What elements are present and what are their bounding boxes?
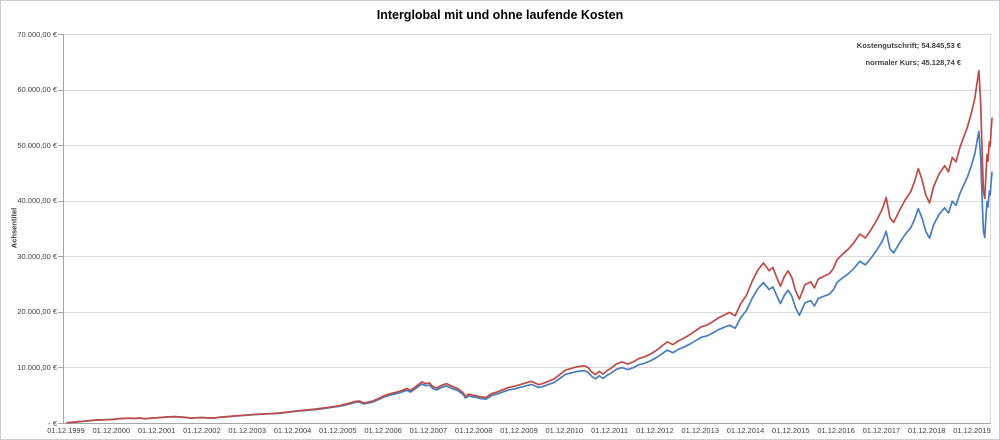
chart-title: Interglobal mit und ohne laufende Kosten: [376, 8, 624, 22]
x-tick-label: 01.12.2011: [591, 426, 629, 435]
series-line-normaler-kurs: [66, 130, 993, 424]
y-tick-label: 70.000,00 €: [17, 29, 57, 39]
plot-area: [63, 34, 993, 424]
y-tick-label: 20.000,00 €: [17, 307, 57, 317]
y-tick-label: 10.000,00 €: [17, 362, 57, 372]
x-tick-label: 01.12.1999: [47, 426, 85, 435]
y-tick-mark: [58, 367, 63, 368]
y-tick-mark: [58, 145, 63, 146]
x-tick-label: 01.12.2015: [772, 426, 810, 435]
x-tick-label: 01.12.2001: [137, 426, 176, 435]
x-tick-label: 01.12.2002: [183, 426, 221, 435]
x-tick-label: 01.12.2007: [409, 426, 448, 435]
x-tick-label: 01.12.2014: [726, 426, 765, 435]
data-label-normaler-kurs: normaler Kurs; 45.128,74 €: [865, 58, 961, 67]
x-tick-label: 01.12.2013: [681, 426, 719, 435]
x-tick-label: 01.12.2010: [545, 426, 584, 435]
y-tick-mark: [58, 201, 63, 202]
plot-svg: [64, 34, 993, 424]
data-label-kostengutschrift: Kostengutschrift; 54.845,53 €: [856, 41, 961, 50]
x-tick-label: 01.12.2008: [454, 426, 493, 435]
y-tick-mark: [58, 90, 63, 91]
series-line-kostengutschrift: [66, 69, 993, 424]
y-axis-title: Achsentitel: [9, 207, 19, 249]
x-tick-label: 01.12.2019: [953, 426, 991, 435]
x-tick-label: 01.12.2017: [862, 426, 901, 435]
y-tick-label: - €: [48, 418, 57, 428]
y-tick-mark: [58, 34, 63, 35]
x-tick-label: 01.12.2004: [273, 426, 312, 435]
y-tick-mark: [58, 423, 63, 424]
x-tick-label: 01.12.2006: [364, 426, 402, 435]
x-tick-label: 01.12.2012: [636, 426, 674, 435]
y-tick-label: 30.000,00 €: [17, 251, 57, 261]
x-tick-label: 01.12.2009: [500, 426, 538, 435]
x-tick-label: 01.12.2018: [907, 426, 946, 435]
x-tick-label: 01.12.2016: [817, 426, 855, 435]
y-tick-label: 60.000,00 €: [17, 85, 57, 95]
y-tick-label: 40.000,00 €: [17, 196, 57, 206]
x-tick-label: 01.12.2003: [228, 426, 266, 435]
y-tick-mark: [58, 312, 63, 313]
y-tick-label: 50.000,00 €: [17, 140, 57, 150]
y-tick-mark: [58, 256, 63, 257]
x-tick-label: 01.12.2005: [319, 426, 357, 435]
x-tick-label: 01.12.2000: [92, 426, 131, 435]
